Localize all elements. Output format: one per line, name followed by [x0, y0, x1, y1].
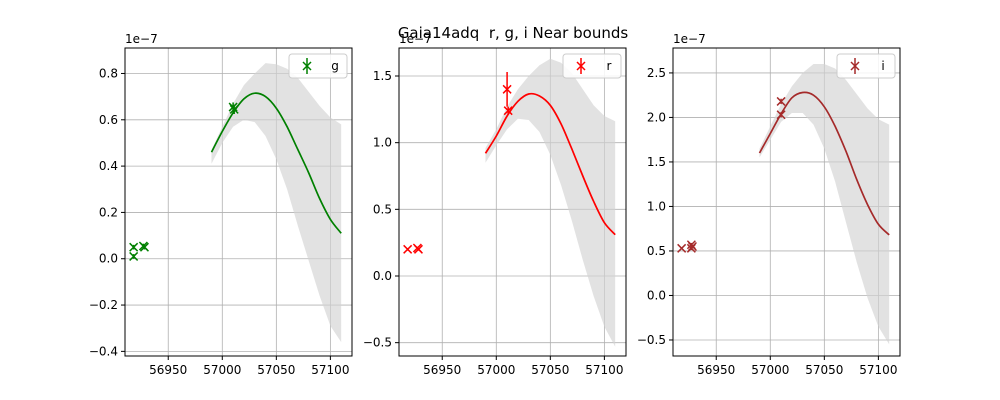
model-curve: [210, 92, 342, 234]
confidence-band: [759, 64, 890, 345]
y-tick-label: −0.5: [637, 333, 666, 347]
y-tick-label: 0.5: [373, 202, 392, 216]
data-point: [129, 242, 139, 252]
data-point: [129, 251, 139, 261]
data-point: [413, 244, 423, 254]
x-tick-label: 57050: [805, 363, 843, 377]
legend-marker: [850, 61, 860, 71]
figure-title: Gaia14adq r, g, i Near bounds: [397, 24, 629, 42]
x-tick-label: 56950: [697, 363, 735, 377]
y-tick-label: −0.4: [89, 344, 118, 358]
y-tick-label: 0.5: [647, 244, 666, 258]
data-point: [776, 96, 786, 106]
data-point: [403, 244, 413, 254]
legend-marker: [302, 61, 312, 71]
axis-offset-text: 1e−7: [673, 32, 706, 46]
model-curve: [484, 92, 616, 236]
y-tick-label: 1.5: [373, 69, 392, 83]
data-point: [502, 84, 512, 94]
legend-label: i: [881, 59, 884, 73]
y-tick-label: 0.4: [99, 159, 118, 173]
y-tick-label: −0.5: [363, 336, 392, 350]
data-point: [229, 104, 239, 114]
subplot-g: 56950 57000 57050 57100 −0.4 −0.2 0.0 0.2 0.4 0.6…: [89, 32, 353, 377]
x-tick-label: 57100: [859, 363, 897, 377]
x-tick-label: 57000: [751, 363, 789, 377]
y-tick-label: −0.2: [89, 298, 118, 312]
axes-frame: [398, 47, 627, 357]
data-point: [677, 243, 687, 253]
y-tick-label: 2.0: [647, 110, 666, 124]
axis-offset-text: 1e−7: [399, 32, 432, 46]
axes-frame: [672, 47, 901, 357]
x-tick-label: 57000: [477, 363, 515, 377]
x-tick-label: 57100: [585, 363, 623, 377]
data-point: [503, 106, 513, 116]
legend-box: [288, 53, 348, 79]
x-tick-label: 57100: [311, 363, 349, 377]
y-tick-label: 1.5: [647, 155, 666, 169]
x-tick-label: 57050: [531, 363, 569, 377]
legend-box: [836, 53, 896, 79]
y-tick-label: 0.6: [99, 113, 118, 127]
y-tick-label: 0.8: [99, 66, 118, 80]
y-tick-label: 2.5: [647, 66, 666, 80]
y-tick-label: 1.0: [647, 199, 666, 213]
subplot-r: 56950 57000 57050 57100 −0.5 0.0 0.5 1.0 1.5 1e−7…: [363, 32, 627, 377]
data-point: [228, 102, 238, 112]
x-tick-label: 56950: [149, 363, 187, 377]
x-tick-label: 57050: [257, 363, 295, 377]
data-point: [776, 110, 786, 120]
axes-frame: [124, 47, 353, 357]
y-tick-label: 0.0: [647, 288, 666, 302]
y-tick-label: 0.2: [99, 205, 118, 219]
legend-box: [562, 53, 622, 79]
legend-label: r: [607, 59, 612, 73]
legend-label: g: [331, 59, 339, 73]
confidence-band: [485, 58, 616, 347]
legend-marker: [576, 61, 586, 71]
x-tick-label: 56950: [423, 363, 461, 377]
subplot-i: 56950 57000 57050 57100 −0.5 0.0 0.5 1.0 1.5 2.0 2…: [637, 32, 901, 377]
axis-offset-text: 1e−7: [125, 32, 158, 46]
data-point: [139, 242, 149, 252]
x-tick-label: 57000: [203, 363, 241, 377]
data-point: [687, 241, 697, 252]
y-tick-label: 0.0: [99, 252, 118, 266]
y-tick-label: 1.0: [373, 136, 392, 150]
y-tick-label: 0.0: [373, 269, 392, 283]
confidence-band: [211, 63, 342, 343]
